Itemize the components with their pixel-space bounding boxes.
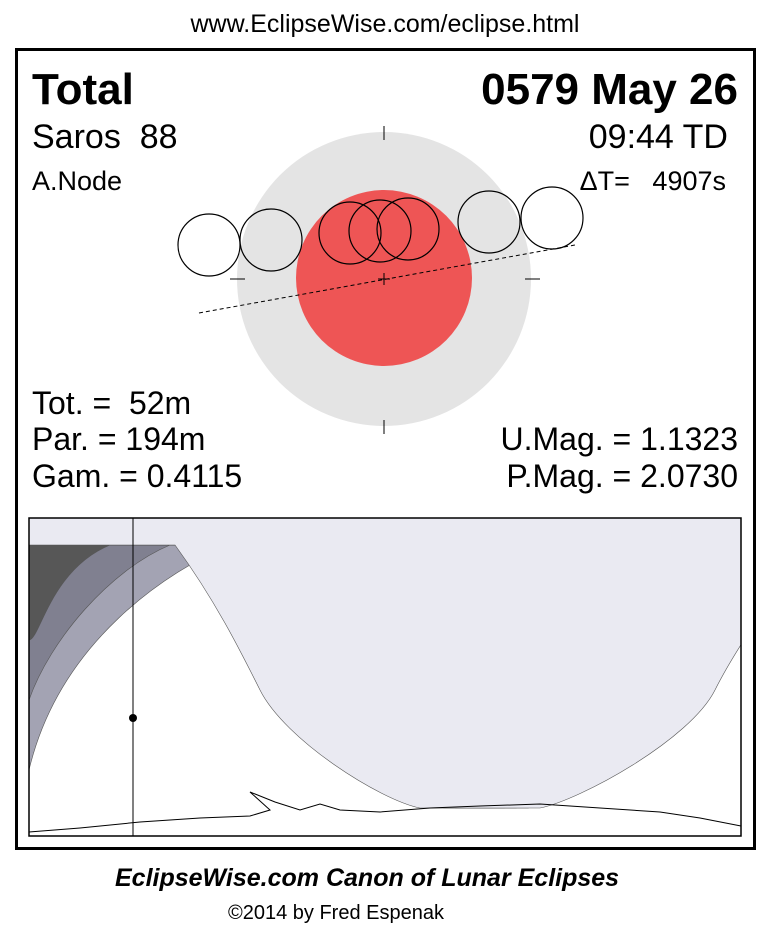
gamma-value: Gam. = 0.4115 (32, 458, 243, 494)
visibility-band-wrap (29, 539, 111, 641)
visibility-map (29, 518, 741, 836)
moon-u3 (376, 197, 440, 261)
footer-title: EclipseWise.com Canon of Lunar Eclipses (115, 864, 620, 892)
visibility-band (29, 518, 741, 809)
antarctica-outline (28, 791, 742, 833)
footer-copyright: ©2014 by Fred Espenak (228, 902, 444, 924)
moon-p4 (520, 186, 584, 250)
moon-path-line (198, 244, 576, 314)
penumbral-magnitude: P.Mag. = 2.0730 (506, 458, 738, 494)
moon-greatest (348, 199, 412, 263)
moon-zenith-point (129, 714, 137, 722)
moon-u1 (239, 208, 303, 272)
eclipse-time: 09:44 TD (588, 118, 728, 156)
delta-t: ΔT= 4907s (579, 166, 726, 196)
totality-duration: Tot. = 52m (32, 385, 192, 421)
moon-u4 (457, 190, 521, 254)
eclipse-date: 0579 May 26 (481, 65, 738, 114)
eclipse-frame (15, 48, 756, 850)
saros-number: Saros 88 (32, 118, 178, 156)
moon-p1 (177, 213, 241, 277)
url-header: www.EclipseWise.com/eclipse.html (190, 10, 580, 38)
moon-u2 (318, 201, 382, 265)
umbral-magnitude: U.Mag. = 1.1323 (500, 421, 738, 457)
partial-duration: Par. = 194m (32, 421, 206, 457)
node-label: A.Node (32, 166, 123, 196)
eclipse-type: Total (32, 65, 134, 114)
moon-positions (177, 186, 584, 277)
